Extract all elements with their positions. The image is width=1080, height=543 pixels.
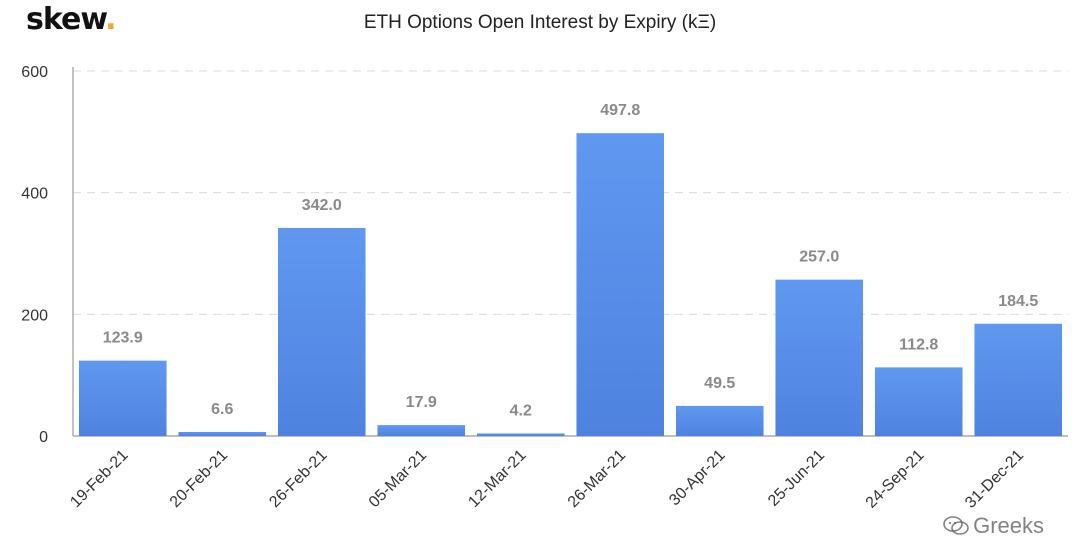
data-label: 6.6 bbox=[211, 401, 233, 418]
data-label: 342.0 bbox=[302, 197, 342, 214]
gridlines bbox=[73, 70, 1068, 315]
data-label: 17.9 bbox=[406, 394, 437, 411]
wechat-watermark: Greeks bbox=[943, 513, 1044, 539]
x-tick-label: 30-Apr-21 bbox=[666, 447, 728, 509]
y-tick-label: 0 bbox=[39, 429, 48, 446]
bars bbox=[78, 133, 1063, 436]
brand-dot: . bbox=[105, 2, 116, 37]
data-label: 49.5 bbox=[704, 375, 735, 392]
bar bbox=[78, 360, 167, 436]
x-tick-label: 25-Jun-21 bbox=[765, 447, 828, 510]
x-tick-label: 31-Dec-21 bbox=[962, 447, 1027, 512]
brand-name: skew bbox=[26, 2, 106, 37]
bar bbox=[377, 425, 466, 436]
y-tick-label: 600 bbox=[21, 64, 48, 81]
x-tick-label: 24-Sep-21 bbox=[863, 447, 928, 512]
x-tick-label: 26-Feb-21 bbox=[266, 447, 330, 511]
x-tick-label: 19-Feb-21 bbox=[67, 447, 131, 511]
y-tick-labels: 0 200 400 600 bbox=[21, 64, 48, 446]
wechat-icon bbox=[943, 516, 969, 536]
data-label: 112.8 bbox=[899, 336, 938, 353]
x-tick-label: 12-Mar-21 bbox=[465, 447, 529, 511]
y-tick-label: 200 bbox=[21, 307, 48, 324]
data-label: 4.2 bbox=[510, 402, 532, 419]
data-label: 123.9 bbox=[103, 330, 143, 347]
bar bbox=[277, 227, 366, 436]
x-tick-labels: 19-Feb-21 20-Feb-21 26-Feb-21 05-Mar-21 12-M… bbox=[67, 447, 1027, 512]
data-labels: 123.9 6.6 342.0 17.9 4.2 497.8 49.5 257.0 112.8 1… bbox=[103, 102, 1039, 419]
bar bbox=[675, 405, 764, 436]
x-tick-label: 26-Mar-21 bbox=[565, 447, 629, 511]
x-tick-label: 05-Mar-21 bbox=[366, 447, 430, 511]
bar bbox=[576, 133, 665, 436]
watermark-text: Greeks bbox=[973, 513, 1044, 538]
chart-title: ETH Options Open Interest by Expiry (kΞ) bbox=[363, 12, 717, 33]
bar bbox=[476, 433, 565, 436]
data-label: 184.5 bbox=[998, 293, 1038, 310]
bar bbox=[874, 367, 963, 436]
bar bbox=[178, 431, 267, 436]
x-tick-label: 20-Feb-21 bbox=[167, 447, 231, 511]
data-label: 497.8 bbox=[600, 102, 640, 119]
skew-logo: skew. bbox=[26, 2, 117, 37]
bar bbox=[775, 279, 864, 436]
bar bbox=[974, 323, 1063, 436]
y-tick-label: 400 bbox=[21, 186, 48, 203]
data-label: 257.0 bbox=[799, 249, 839, 266]
